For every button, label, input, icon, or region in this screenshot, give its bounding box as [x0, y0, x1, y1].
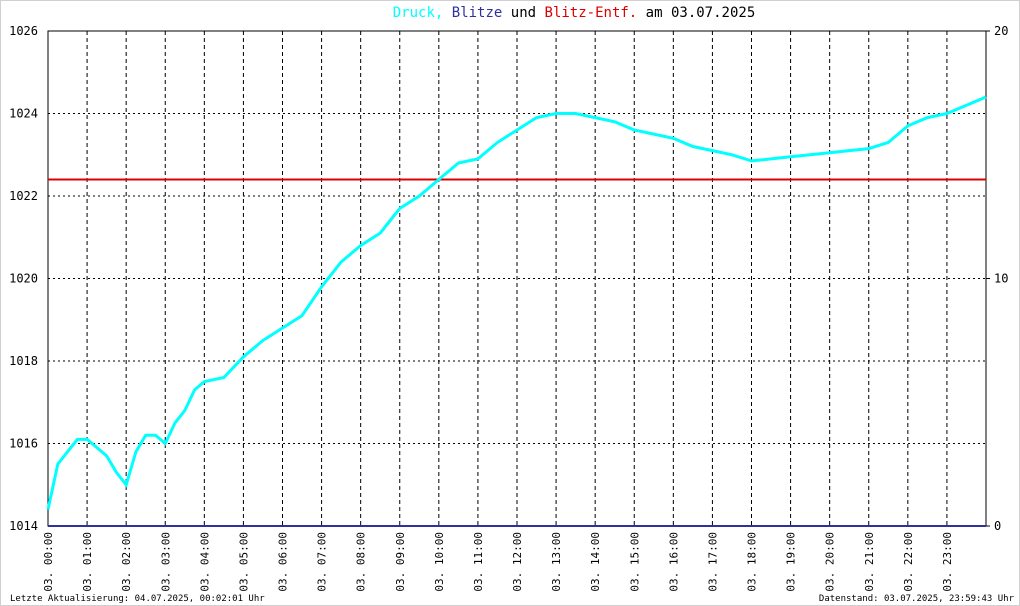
x-tick-label: 03. 23:00 — [941, 532, 954, 592]
x-tick-label: 03. 10:00 — [433, 532, 446, 592]
y-tick-label: 1026 — [9, 24, 38, 38]
x-tick-label: 03. 07:00 — [316, 532, 329, 592]
y-tick-label: 1024 — [9, 107, 38, 121]
y2-tick-label: 0 — [994, 519, 1001, 533]
x-tick-label: 03. 14:00 — [589, 532, 602, 592]
x-tick-label: 03. 04:00 — [198, 532, 211, 592]
x-tick-label: 03. 08:00 — [355, 532, 368, 592]
x-tick-label: 03. 09:00 — [394, 532, 407, 592]
x-tick-label: 03. 12:00 — [511, 532, 524, 592]
y-tick-label: 1020 — [9, 272, 38, 286]
x-tick-label: 03. 22:00 — [902, 532, 915, 592]
x-tick-label: 03. 03:00 — [159, 532, 172, 592]
x-tick-label: 03. 05:00 — [237, 532, 250, 592]
y-tick-label: 1022 — [9, 189, 38, 203]
x-tick-label: 03. 21:00 — [863, 532, 876, 592]
x-tick-label: 03. 11:00 — [472, 532, 485, 592]
y-tick-label: 1016 — [9, 437, 38, 451]
y-tick-label: 1014 — [9, 519, 38, 533]
x-tick-label: 03. 02:00 — [120, 532, 133, 592]
title-part: und — [511, 5, 536, 21]
y-tick-label: 1018 — [9, 354, 38, 368]
x-tick-label: 03. 13:00 — [550, 532, 563, 592]
chart-title: Druck, Blitze und Blitz-Entf. am 03.07.2… — [393, 5, 756, 21]
x-tick-label: 03. 17:00 — [706, 532, 719, 592]
title-part: Druck, — [393, 5, 444, 21]
x-tick-label: 03. 19:00 — [785, 532, 798, 592]
title-part: Blitze — [452, 5, 503, 21]
x-tick-label: 03. 16:00 — [667, 532, 680, 592]
footer-left: Letzte Aktualisierung: 04.07.2025, 00:02… — [10, 594, 265, 604]
title-part: am 03.07.2025 — [646, 5, 756, 21]
series-line — [46, 95, 987, 510]
x-tick-label: 03. 01:00 — [81, 532, 94, 592]
y2-tick-label: 10 — [994, 272, 1008, 286]
x-tick-label: 03. 06:00 — [277, 532, 290, 592]
footer-right: Datenstand: 03.07.2025, 23:59:43 Uhr — [819, 594, 1015, 604]
y2-tick-label: 20 — [994, 24, 1008, 38]
x-tick-label: 03. 18:00 — [746, 532, 759, 592]
x-tick-label: 03. 00:00 — [42, 532, 55, 592]
x-tick-label: 03. 20:00 — [824, 532, 837, 592]
x-tick-label: 03. 15:00 — [628, 532, 641, 592]
title-part: Blitz-Entf. — [545, 5, 638, 21]
